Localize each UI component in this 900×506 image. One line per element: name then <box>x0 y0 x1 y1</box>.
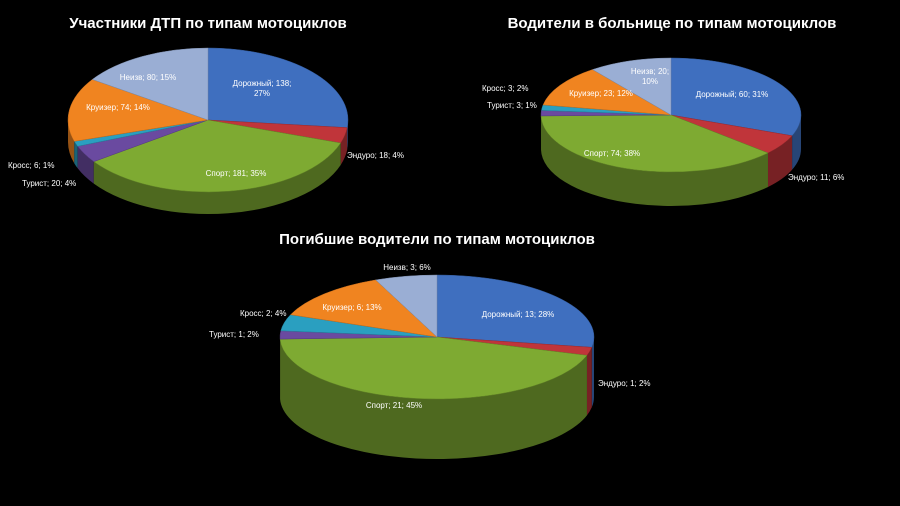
chart-1-labels: Дорожный; 138; 27% Эндуро; 18; 4% Спорт; 18… <box>8 73 404 188</box>
chart-2-label-7: Неизв; 20; 10% <box>631 67 669 86</box>
chart-2-title: Водители в больнице по типам мотоциклов <box>508 15 837 32</box>
chart-3-label-6: Круизер; 6; 13% <box>322 303 381 312</box>
chart-2-label-2: Эндуро; 11; 6% <box>788 173 844 182</box>
chart-2-side-slice-3 <box>541 115 768 207</box>
chart-3-label-4: Турист; 1; 2% <box>209 330 259 339</box>
chart-2-label-5: Кросс; 3; 2% <box>482 84 528 93</box>
chart-1-label-4: Турист; 20; 4% <box>22 179 76 188</box>
chart-1-side-slice-4 <box>77 146 94 184</box>
chart-1-slice-6 <box>67 79 209 142</box>
chart-3-label-3: Спорт; 21; 45% <box>366 401 422 410</box>
chart-3-label-2: Эндуро; 1; 2% <box>598 379 651 388</box>
chart-2: Водители в больнице по типам мотоциклов … <box>482 15 844 207</box>
chart-3-slice-1 <box>436 274 595 348</box>
chart-1-side-slice-5 <box>74 141 78 169</box>
chart-1-label-3: Спорт; 181; 35% <box>206 169 267 178</box>
chart-1-label-1: Дорожный; 138; 27% <box>233 79 292 98</box>
chart-1-label-7: Неизв; 80; 15% <box>120 73 176 82</box>
chart-1-title: Участники ДТП по типам мотоциклов <box>69 15 347 32</box>
chart-1-side-slice-3 <box>93 142 341 214</box>
chart-2-slice-3 <box>540 114 769 173</box>
chart-1-slice-7 <box>91 47 209 121</box>
chart-3-slice-7 <box>375 274 438 338</box>
chart-1-label-2: Эндуро; 18; 4% <box>347 151 404 160</box>
chart-1-label-5: Кросс; 6; 1% <box>8 161 54 170</box>
chart-1-pie <box>67 47 349 214</box>
chart-3-labels: Дорожный; 13; 28% Эндуро; 1; 2% Спорт; 21;… <box>209 263 651 410</box>
chart-2-labels: Дорожный; 60; 31% Эндуро; 11; 6% Спорт; 74… <box>482 67 844 182</box>
chart-2-slice-1 <box>670 57 802 137</box>
chart-2-label-1: Дорожный; 60; 31% <box>696 90 769 99</box>
chart-3-slice-6 <box>289 279 438 338</box>
chart-3-pie <box>279 274 595 459</box>
chart-3-side-slice-2 <box>586 347 592 416</box>
chart-2-side-road <box>792 115 801 170</box>
chart-3: Погибшие водители по типам мотоциклов До… <box>209 231 651 459</box>
chart-3-side-road <box>591 337 594 408</box>
chart-2-label-4: Турист; 3; 1% <box>487 101 537 110</box>
chart-2-pie <box>540 57 802 207</box>
chart-2-slice-7 <box>591 57 672 116</box>
chart-3-label-1: Дорожный; 13; 28% <box>482 310 555 319</box>
chart-3-title: Погибшие водители по типам мотоциклов <box>279 231 595 248</box>
chart-3-slice-3 <box>279 336 588 400</box>
chart-1-slice-1 <box>207 47 349 128</box>
chart-2-side-slice-2 <box>767 135 793 187</box>
chart-1: Участники ДТП по типам мотоциклов Дорожн… <box>8 15 404 214</box>
chart-3-label-7: Неизв; 3; 6% <box>383 263 431 272</box>
chart-1-slice-3 <box>93 119 342 193</box>
chart-3-label-5: Кросс; 2; 4% <box>240 309 286 318</box>
chart-1-side-slice-2 <box>340 127 348 165</box>
chart-2-slice-6 <box>542 69 672 116</box>
chart-1-label-6: Круизер; 74; 14% <box>86 103 150 112</box>
chart-2-label-6: Круизер; 23; 12% <box>569 89 633 98</box>
chart-2-label-3: Спорт; 74; 38% <box>584 149 640 158</box>
